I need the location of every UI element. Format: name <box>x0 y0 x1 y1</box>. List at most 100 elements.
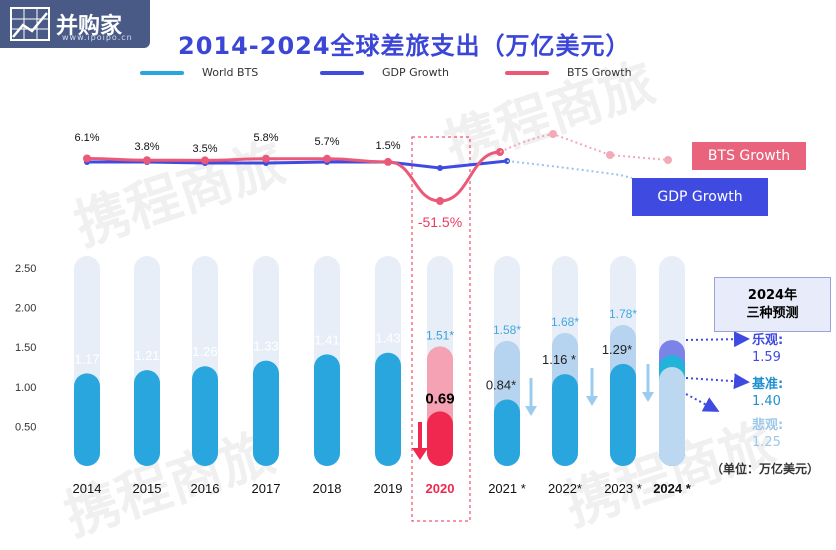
forecast-arrow-baseline <box>685 373 750 390</box>
gdp-growth-projection <box>506 160 633 179</box>
forecast-optimistic-value: 1.59 <box>752 350 781 365</box>
bts-growth-point <box>262 154 270 163</box>
bar-world-bts <box>494 399 520 466</box>
legend-item-gdp-growth: GDP Growth <box>320 66 449 79</box>
bar-value-label: 1.21 <box>134 348 159 363</box>
chart-canvas: 2.50 2.00 1.50 1.00 0.50 1.17 1.21 1.26 1.33 1.41… <box>15 130 750 522</box>
forecast-arrow-pessimistic <box>685 393 720 412</box>
x-tick-label: 2019 <box>374 481 403 496</box>
growth-value-label: 1.5% <box>375 140 400 152</box>
y-tick-label: 0.50 <box>15 421 36 433</box>
bar-world-bts <box>192 366 218 466</box>
bar-value-label: 1.16 * <box>542 352 576 367</box>
growth-value-label: -51.5% <box>418 214 462 230</box>
gdp-growth-point <box>437 165 443 171</box>
previous-level-label: 1.68* <box>551 315 579 329</box>
decline-arrow-head <box>525 406 537 416</box>
forecast-baseline-label: 基准: <box>752 377 784 392</box>
bar-world-bts <box>134 370 160 466</box>
logo-subtext: www.ipoipo.cn <box>62 33 133 42</box>
y-tick-label: 2.00 <box>15 303 36 315</box>
bts-growth-projection-point <box>606 151 614 159</box>
chart-grid-icon <box>10 7 50 41</box>
bar-world-bts <box>552 374 578 466</box>
bts-growth-point <box>83 154 91 163</box>
forecast-pessimistic-label: 悲观: <box>752 418 784 433</box>
bar-world-bts <box>427 411 453 466</box>
forecast-pessimistic: 悲观: 1.25 <box>752 417 783 451</box>
bar-world-bts <box>314 354 340 466</box>
bar-world-bts <box>74 373 100 466</box>
bar-value-label: 0.84* <box>486 377 516 392</box>
bts-growth-projection-point <box>549 130 557 138</box>
y-tick-label: 1.00 <box>15 382 36 394</box>
bts-growth-point <box>323 154 331 163</box>
x-tick-label: 2018 <box>313 481 342 496</box>
bar-value-label: 0.69 <box>425 390 454 407</box>
bar-world-bts <box>375 352 401 466</box>
decline-arrow-head <box>642 392 654 402</box>
bts-growth-point <box>143 156 151 165</box>
x-tick-label: 2024 * <box>653 481 692 496</box>
x-tick-label: 2021 * <box>488 481 526 496</box>
bar-value-label: 1.41 <box>314 332 339 347</box>
legend-label: GDP Growth <box>382 66 449 79</box>
previous-level-label: 1.78* <box>609 307 637 321</box>
x-tick-label: 2023 * <box>604 481 642 496</box>
growth-value-label: 3.5% <box>192 143 217 155</box>
previous-level-label: 1.51* <box>426 328 454 342</box>
legend-label: BTS Growth <box>567 66 632 79</box>
x-tick-label: 2015 <box>133 481 162 496</box>
legend-swatch <box>320 70 364 75</box>
growth-value-label: 5.8% <box>253 132 278 144</box>
forecast-title-box: 2024年 三种预测 <box>714 277 831 332</box>
forecast-optimistic-label: 乐观: <box>752 333 784 348</box>
decline-arrow-2020-head <box>412 448 428 460</box>
chart-title: 2014-2024全球差旅支出（万亿美元） <box>178 32 631 60</box>
x-tick-label: 2017 <box>252 481 281 496</box>
legend-item-world-bts: World BTS <box>140 66 258 79</box>
gdp-growth-tag: GDP Growth <box>632 178 768 216</box>
unit-note: （单位：万亿美元） <box>711 462 820 476</box>
x-tick-label: 2020 <box>426 481 455 496</box>
legend-swatch <box>505 70 549 75</box>
bar-value-label: 1.29* <box>602 342 632 357</box>
forecast-title-line2: 三种预测 <box>746 305 799 321</box>
forecast-pessimistic-value: 1.25 <box>752 435 781 450</box>
forecast-arrow-optimistic <box>685 331 750 348</box>
forecast-baseline: 基准: 1.40 <box>752 376 783 410</box>
bts-growth-projection-point <box>664 156 672 164</box>
bar-value-label: 1.33 <box>253 339 278 354</box>
growth-value-label: 6.1% <box>74 132 99 144</box>
bar-value-label: 1.17 <box>74 351 99 366</box>
y-tick-label: 2.50 <box>15 263 36 275</box>
decline-arrow-head <box>586 396 598 406</box>
growth-value-label: 5.7% <box>314 136 339 148</box>
x-tick-label: 2014 <box>73 481 102 496</box>
bar-world-bts <box>610 363 636 466</box>
forecast-baseline-value: 1.40 <box>752 394 781 409</box>
y-tick-label: 1.50 <box>15 342 36 354</box>
gdp-growth-line <box>87 159 508 170</box>
growth-value-label: 3.8% <box>134 141 159 153</box>
forecast-title-line1: 2024年 <box>747 287 798 303</box>
highlight-2020-box <box>411 136 471 522</box>
bar-value-label: 1.26 <box>192 344 217 359</box>
bar-forecast-pessimistic <box>659 367 685 466</box>
previous-level-label: 1.58* <box>493 323 521 337</box>
x-tick-label: 2022* <box>548 481 582 496</box>
forecast-optimistic: 乐观: 1.59 <box>752 332 783 366</box>
bar-world-bts <box>253 360 279 466</box>
legend-label: World BTS <box>202 66 259 79</box>
bts-growth-projection <box>499 132 669 161</box>
bts-growth-point <box>201 156 209 165</box>
bts-growth-point <box>384 157 392 166</box>
bts-growth-point <box>436 197 444 205</box>
legend-swatch <box>140 70 184 75</box>
bts-growth-tag: BTS Growth <box>692 142 806 170</box>
legend-item-bts-growth: BTS Growth <box>505 66 632 79</box>
bar-value-label: 1.43 <box>375 331 400 346</box>
brand-logo: 并购家 www.ipoipo.cn <box>0 0 150 48</box>
logo-text: 并购家 <box>56 14 123 39</box>
x-tick-label: 2016 <box>191 481 220 496</box>
